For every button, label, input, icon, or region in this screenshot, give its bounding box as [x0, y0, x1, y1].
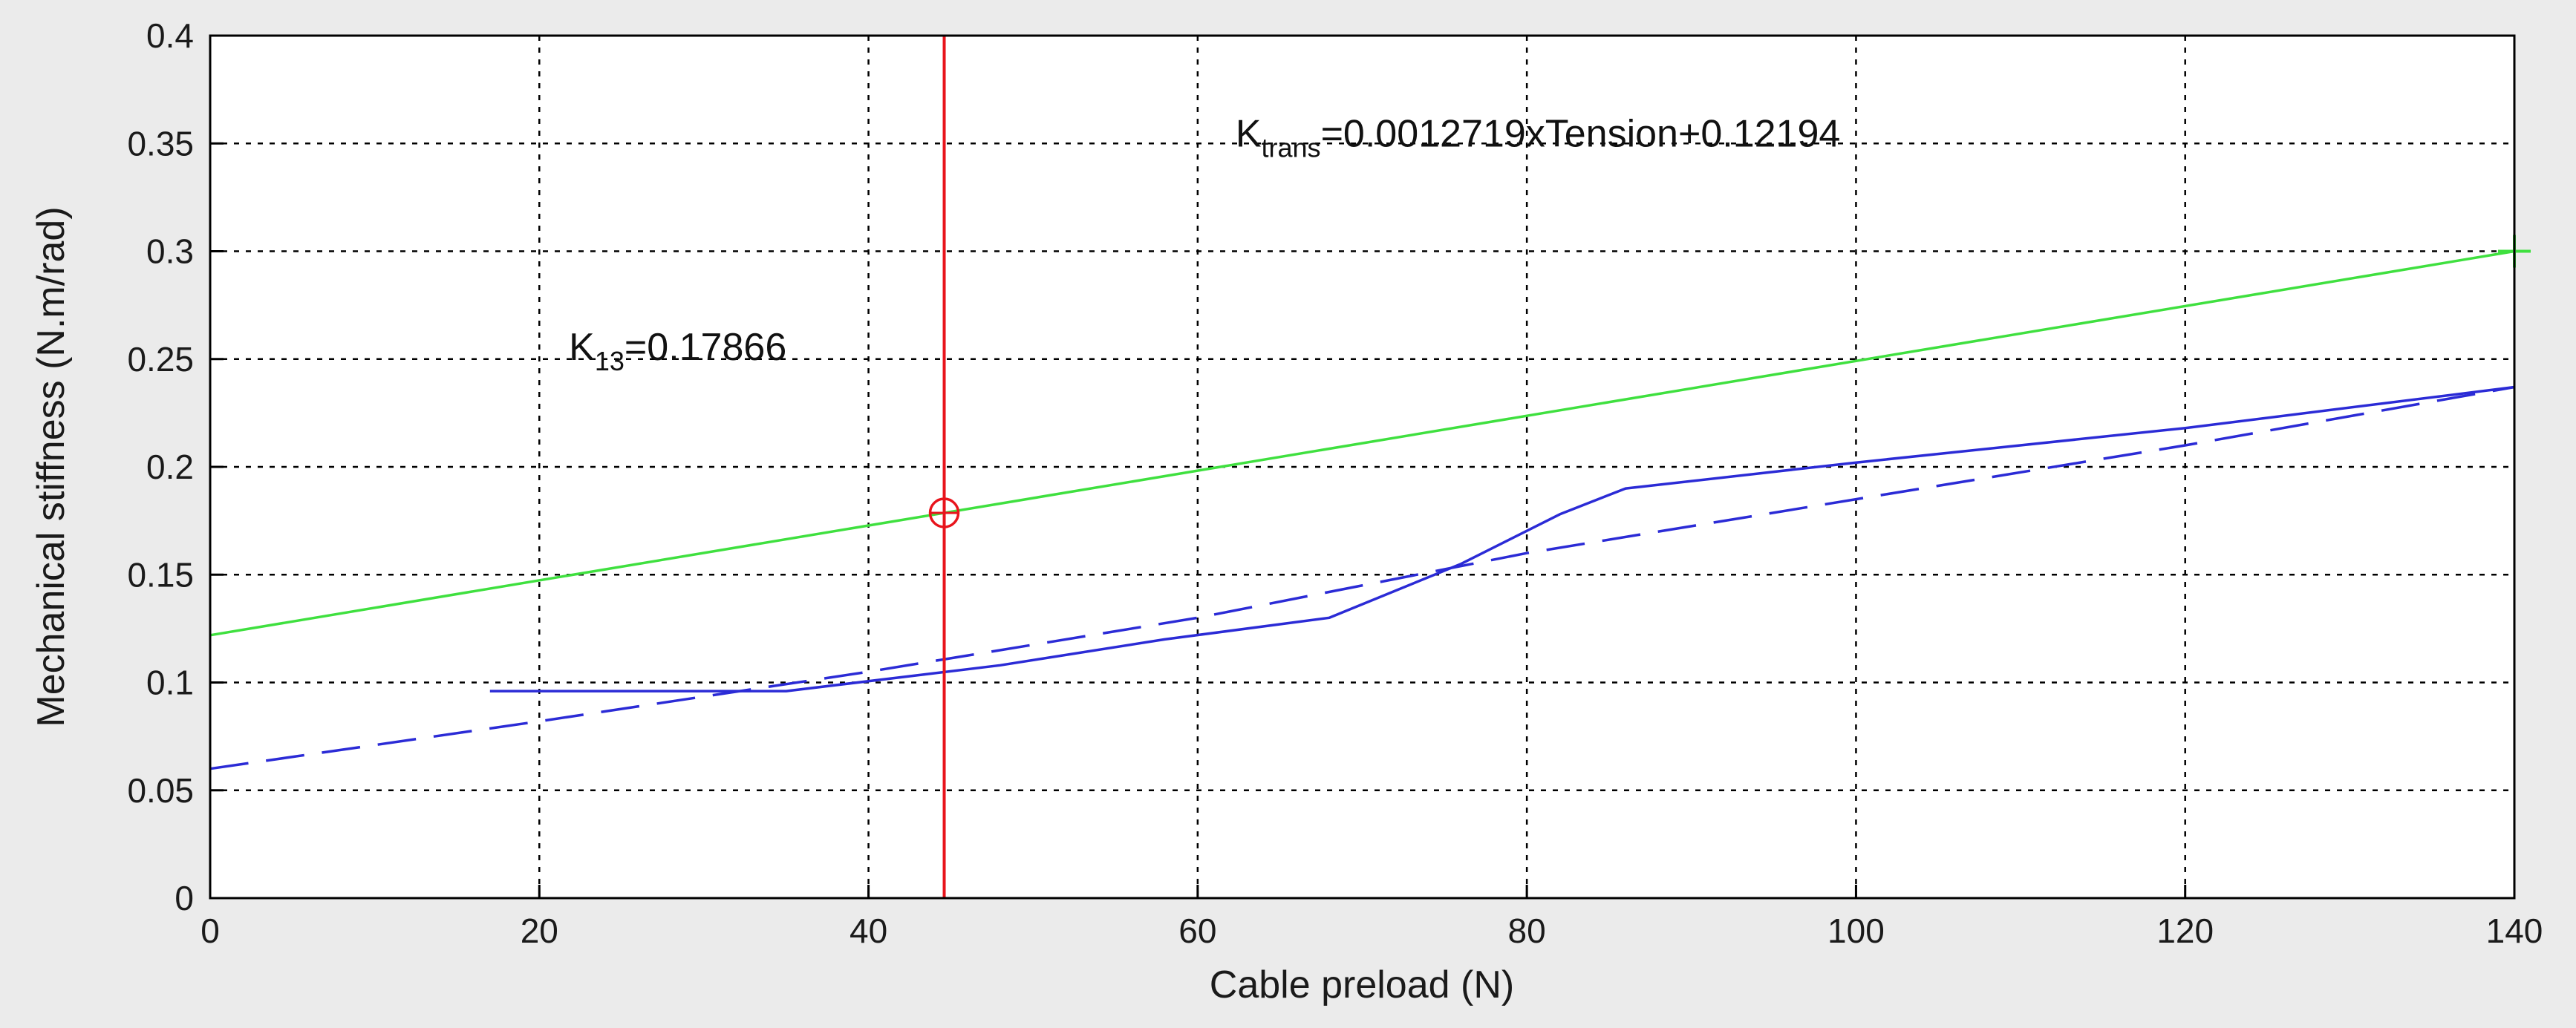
y-tick-label: 0 — [175, 879, 194, 917]
x-tick-label: 20 — [521, 911, 558, 950]
annotations: K13=0.17866Ktrans=0.0012719xTension+0.12… — [569, 113, 1840, 377]
y-tick-label: 0.1 — [146, 664, 194, 702]
y-tick-label: 0.05 — [127, 771, 194, 810]
y-axis-label: Mechanical stiffness (N.m/rad) — [30, 206, 73, 727]
series-line-dashed-1 — [209, 385, 2515, 770]
k13-annotation: K13=0.17866 — [569, 326, 786, 376]
y-tick-label: 0.15 — [127, 555, 194, 594]
y-tick-label: 0.25 — [127, 340, 194, 379]
y-tick-label: 0.3 — [146, 232, 194, 271]
k13-symbol: K — [569, 326, 595, 369]
y-tick-label: 0.4 — [146, 16, 194, 55]
k13-subscript: 13 — [595, 346, 625, 376]
k13-value: =0.17866 — [625, 326, 786, 369]
y-tick-label: 0.2 — [146, 448, 194, 486]
grid — [210, 36, 2514, 898]
x-axis-label: Cable preload (N) — [1210, 963, 1514, 1006]
x-tick-label: 140 — [2486, 911, 2543, 950]
series-group — [209, 36, 2531, 898]
ktrans-value: =0.0012719xTension+0.12194 — [1321, 113, 1841, 156]
y-tick-label: 0.35 — [127, 124, 194, 163]
x-tick-label: 100 — [1827, 911, 1885, 950]
x-tick-label: 0 — [200, 911, 220, 950]
ktrans-annotation: Ktrans=0.0012719xTension+0.12194 — [1236, 113, 1840, 163]
x-tick-label: 60 — [1178, 911, 1216, 950]
series-line-solid-0 — [489, 385, 2515, 693]
ktrans-symbol: K — [1236, 113, 1262, 156]
series-line-solid-2 — [209, 249, 2515, 637]
x-tick-label: 80 — [1508, 911, 1546, 950]
x-tick-label: 120 — [2156, 911, 2214, 950]
axis-ticks: 0 20 40 60 80 100 120 140 0 0.05 0.1 0.15 0.2 0.25 0.3… — [127, 16, 2543, 950]
ktrans-subscript: trans — [1262, 133, 1321, 163]
x-tick-label: 40 — [850, 911, 887, 950]
